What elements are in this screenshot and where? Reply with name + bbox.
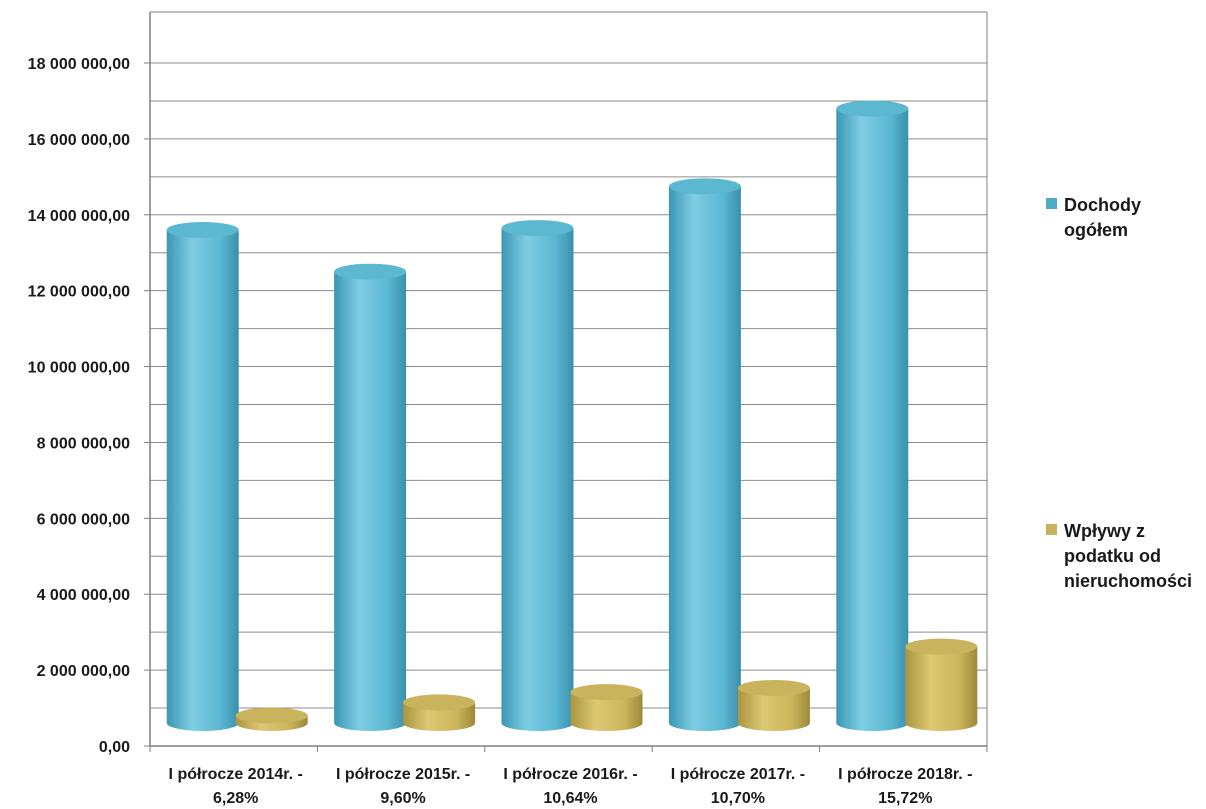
bar-dochody-4 xyxy=(668,178,741,732)
bar-top xyxy=(501,220,574,237)
y-tick-label: 14 000 000,00 xyxy=(28,208,130,225)
bar-wplywy-5 xyxy=(905,638,978,731)
x-tick-label-line-1: I półrocze 2015r. - xyxy=(336,766,470,783)
x-tick-label-line-1: I półrocze 2017r. - xyxy=(671,766,805,783)
legend-label-wplywy-line-1: Wpływy z xyxy=(1064,521,1146,541)
y-tick-label: 16 000 000,00 xyxy=(28,132,130,149)
x-tick-label: I półrocze 2018r. - 15,72% xyxy=(838,766,972,807)
y-tick-label: 0,00 xyxy=(99,739,130,756)
y-tick-labels: 0,00 2 000 000,00 4 000 000,00 6 000 000,00… xyxy=(28,56,130,756)
bar-body xyxy=(737,687,810,731)
y-tick-label: 2 000 000,00 xyxy=(37,663,131,680)
bar-wplywy-2 xyxy=(403,694,476,731)
y-tick-label: 8 000 000,00 xyxy=(37,435,131,452)
bar-dochody-5 xyxy=(836,100,909,732)
bar-body xyxy=(334,271,407,731)
bar-top xyxy=(737,679,810,696)
bars xyxy=(166,100,978,732)
bar-top xyxy=(570,684,643,701)
x-tick-label-line-2: 15,72% xyxy=(878,790,932,807)
bar-dochody-3 xyxy=(501,220,574,732)
x-tick-labels: I półrocze 2014r. - 6,28% I półrocze 2015r… xyxy=(169,766,973,807)
bar-top xyxy=(905,638,978,655)
bar-body xyxy=(836,108,909,732)
x-tick-label-line-1: I półrocze 2014r. - xyxy=(169,766,303,783)
x-tick-label-line-1: I półrocze 2018r. - xyxy=(838,766,972,783)
bar-top xyxy=(235,707,308,724)
x-tick-label: I półrocze 2016r. - 10,64% xyxy=(503,766,637,807)
y-tick-label: 18 000 000,00 xyxy=(28,56,130,73)
bar-wplywy-4 xyxy=(737,679,810,731)
bar-top xyxy=(403,694,476,711)
bar-body xyxy=(905,646,978,731)
bar-dochody-2 xyxy=(334,263,407,731)
legend-label-dochody: Dochody ogółem xyxy=(1064,193,1206,243)
legend-label-wplywy: Wpływy z podatku od nieruchomości xyxy=(1064,519,1206,594)
legend-swatch-dochody xyxy=(1046,198,1057,209)
bar-wplywy-3 xyxy=(570,684,643,731)
x-tick-label-line-2: 9,60% xyxy=(380,790,425,807)
bar-body xyxy=(668,186,741,732)
legend-label-wplywy-line-2: podatku od xyxy=(1064,546,1161,566)
bar-dochody-1 xyxy=(166,221,239,731)
bar-top xyxy=(836,100,909,117)
x-tick-label-line-2: 10,70% xyxy=(711,790,765,807)
x-tick-label-line-1: I półrocze 2016r. - xyxy=(503,766,637,783)
bar-wplywy-1 xyxy=(235,707,308,731)
y-tick-label: 4 000 000,00 xyxy=(37,587,131,604)
bar-body xyxy=(166,229,239,731)
y-tick-label: 10 000 000,00 xyxy=(28,360,130,377)
legend-label-wplywy-line-3: nieruchomości xyxy=(1064,571,1193,591)
bar-top xyxy=(334,263,407,280)
x-tick-label: I półrocze 2015r. - 9,60% xyxy=(336,766,470,807)
bar-top xyxy=(166,221,239,238)
bar-body xyxy=(501,228,574,732)
bar-body xyxy=(403,702,476,731)
y-tick-label: 6 000 000,00 xyxy=(37,511,131,528)
legend-swatch-wplywy xyxy=(1046,524,1057,535)
legend-label-dochody-line-2: ogółem xyxy=(1064,220,1129,240)
chart-walls xyxy=(150,11,988,747)
legend-label-dochody-line-1: Dochody xyxy=(1064,195,1142,215)
x-tick-label: I półrocze 2014r. - 6,28% xyxy=(169,766,303,807)
axes xyxy=(144,12,988,752)
bar-body xyxy=(570,692,643,731)
x-tick-label: I półrocze 2017r. - 10,70% xyxy=(671,766,805,807)
bar-top xyxy=(668,178,741,195)
x-tick-label-line-2: 6,28% xyxy=(213,790,258,807)
x-tick-label-line-2: 10,64% xyxy=(543,790,597,807)
y-tick-label: 12 000 000,00 xyxy=(28,284,130,301)
